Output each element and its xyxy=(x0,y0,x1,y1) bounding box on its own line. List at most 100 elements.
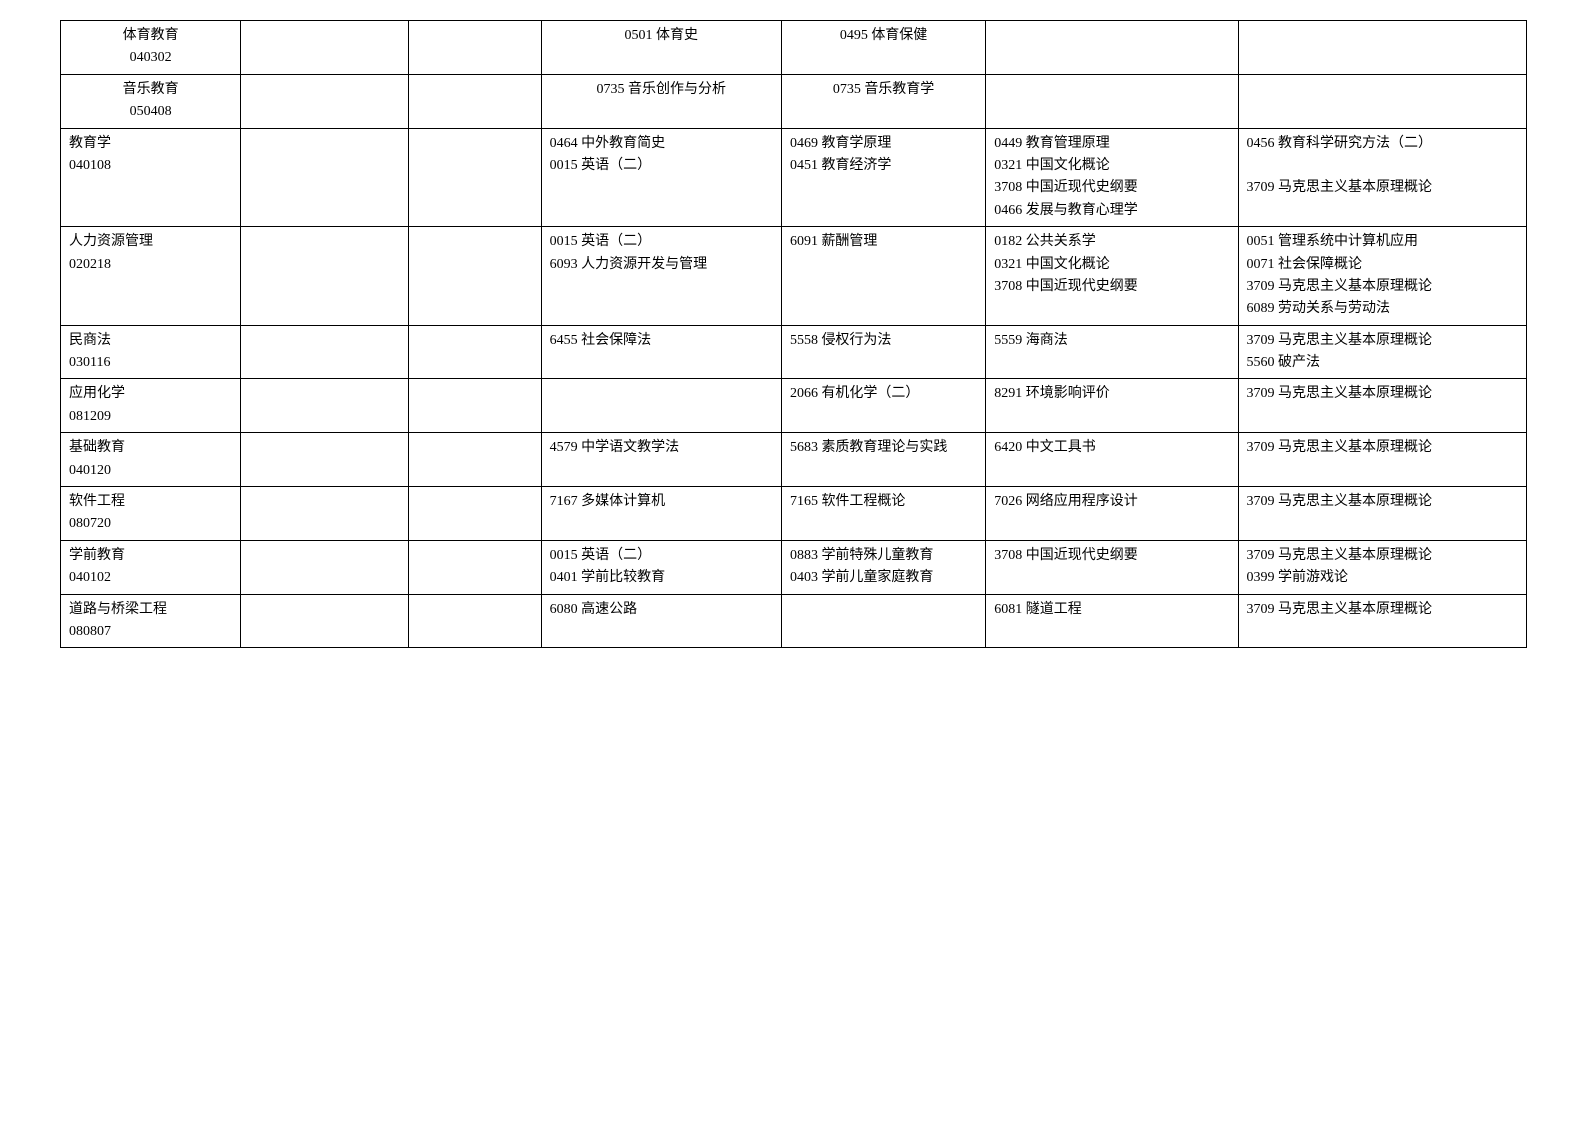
cell-c2 xyxy=(241,21,409,75)
cell-text: 081209 xyxy=(69,406,232,428)
cell-c3 xyxy=(409,594,541,648)
cell-text: 6091 薪酬管理 xyxy=(790,231,977,253)
cell-c1: 道路与桥梁工程080807 xyxy=(61,594,241,648)
cell-text: 030116 xyxy=(69,352,232,374)
cell-c6: 6081 隧道工程 xyxy=(986,594,1238,648)
cell-c2 xyxy=(241,540,409,594)
cell-c3 xyxy=(409,325,541,379)
cell-c6: 0182 公共关系学0321 中国文化概论3708 中国近现代史纲要 xyxy=(986,227,1238,326)
cell-c5: 5683 素质教育理论与实践 xyxy=(781,433,985,487)
table-row: 教育学040108 0464 中外教育简史0015 英语（二）0469 教育学原… xyxy=(61,128,1527,227)
cell-c4: 7167 多媒体计算机 xyxy=(541,487,781,541)
cell-c7: 0456 教育科学研究方法（二） 3709 马克思主义基本原理概论 xyxy=(1238,128,1526,227)
cell-c5: 0469 教育学原理0451 教育经济学 xyxy=(781,128,985,227)
cell-text: 080720 xyxy=(69,513,232,535)
cell-c5: 2066 有机化学（二） xyxy=(781,379,985,433)
table-row: 音乐教育050408 0735 音乐创作与分析 0735 音乐教育学 xyxy=(61,74,1527,128)
cell-c1: 体育教育040302 xyxy=(61,21,241,75)
cell-c5: 0735 音乐教育学 xyxy=(781,74,985,128)
cell-c1: 教育学040108 xyxy=(61,128,241,227)
cell-text: 0735 音乐教育学 xyxy=(790,79,977,101)
cell-text: 040120 xyxy=(69,460,232,482)
cell-text: 3709 马克思主义基本原理概论 xyxy=(1247,330,1518,352)
cell-c2 xyxy=(241,128,409,227)
cell-text: 民商法 xyxy=(69,330,232,352)
cell-text: 5559 海商法 xyxy=(994,330,1229,352)
table-row: 软件工程080720 7167 多媒体计算机 7165 软件工程概论 7026 网络… xyxy=(61,487,1527,541)
cell-text: 0015 英语（二） xyxy=(550,155,773,177)
cell-text: 0735 音乐创作与分析 xyxy=(550,79,773,101)
cell-text: 2066 有机化学（二） xyxy=(790,383,977,405)
cell-text: 音乐教育 xyxy=(69,79,232,101)
cell-c5 xyxy=(781,594,985,648)
cell-text: 3709 马克思主义基本原理概论 xyxy=(1247,437,1518,459)
cell-text: 0449 教育管理原理 xyxy=(994,133,1229,155)
cell-c2 xyxy=(241,487,409,541)
cell-text: 应用化学 xyxy=(69,383,232,405)
cell-text: 软件工程 xyxy=(69,491,232,513)
cell-text: 0883 学前特殊儿童教育 xyxy=(790,545,977,567)
cell-c3 xyxy=(409,227,541,326)
cell-c1: 基础教育040120 xyxy=(61,433,241,487)
cell-c6: 3708 中国近现代史纲要 xyxy=(986,540,1238,594)
cell-text xyxy=(1247,155,1518,177)
cell-c7 xyxy=(1238,21,1526,75)
cell-c7: 3709 马克思主义基本原理概论 xyxy=(1238,379,1526,433)
cell-text: 学前教育 xyxy=(69,545,232,567)
cell-text: 5560 破产法 xyxy=(1247,352,1518,374)
cell-c3 xyxy=(409,74,541,128)
table-row: 基础教育040120 4579 中学语文教学法5683 素质教育理论与实践642… xyxy=(61,433,1527,487)
cell-text: 3709 马克思主义基本原理概论 xyxy=(1247,383,1518,405)
cell-c2 xyxy=(241,594,409,648)
cell-text: 7165 软件工程概论 xyxy=(790,491,977,513)
cell-c5: 0883 学前特殊儿童教育0403 学前儿童家庭教育 xyxy=(781,540,985,594)
cell-text: 020218 xyxy=(69,254,232,276)
cell-text: 0071 社会保障概论 xyxy=(1247,254,1518,276)
cell-text: 6089 劳动关系与劳动法 xyxy=(1247,298,1518,320)
cell-text: 7026 网络应用程序设计 xyxy=(994,491,1229,513)
cell-c4: 0015 英语（二）0401 学前比较教育 xyxy=(541,540,781,594)
cell-text: 3709 马克思主义基本原理概论 xyxy=(1247,599,1518,621)
cell-text: 教育学 xyxy=(69,133,232,155)
cell-text: 6081 隧道工程 xyxy=(994,599,1229,621)
cell-text: 040302 xyxy=(69,47,232,69)
cell-text: 3709 马克思主义基本原理概论 xyxy=(1247,491,1518,513)
cell-c4: 0501 体育史 xyxy=(541,21,781,75)
table-row: 民商法030116 6455 社会保障法 5558 侵权行为法 5559 海商法 37… xyxy=(61,325,1527,379)
cell-text: 6093 人力资源开发与管理 xyxy=(550,254,773,276)
cell-c6: 8291 环境影响评价 xyxy=(986,379,1238,433)
cell-c1: 人力资源管理020218 xyxy=(61,227,241,326)
cell-text: 0321 中国文化概论 xyxy=(994,254,1229,276)
cell-c3 xyxy=(409,433,541,487)
cell-text: 5558 侵权行为法 xyxy=(790,330,977,352)
cell-text: 0451 教育经济学 xyxy=(790,155,977,177)
cell-text: 道路与桥梁工程 xyxy=(69,599,232,621)
cell-c5: 7165 软件工程概论 xyxy=(781,487,985,541)
table-row: 应用化学081209 2066 有机化学（二） 8291 环境影响评价 3709 马… xyxy=(61,379,1527,433)
cell-text: 0182 公共关系学 xyxy=(994,231,1229,253)
cell-c1: 软件工程080720 xyxy=(61,487,241,541)
table-row: 道路与桥梁工程080807 6080 高速公路 6081 隧道工程 3709 马克… xyxy=(61,594,1527,648)
cell-text: 6455 社会保障法 xyxy=(550,330,773,352)
cell-text: 5683 素质教育理论与实践 xyxy=(790,437,977,459)
cell-c4: 6080 高速公路 xyxy=(541,594,781,648)
cell-c1: 应用化学081209 xyxy=(61,379,241,433)
cell-text: 0456 教育科学研究方法（二） xyxy=(1247,133,1518,155)
cell-c2 xyxy=(241,227,409,326)
cell-c4: 0735 音乐创作与分析 xyxy=(541,74,781,128)
cell-text: 0321 中国文化概论 xyxy=(994,155,1229,177)
cell-c7: 3709 马克思主义基本原理概论0399 学前游戏论 xyxy=(1238,540,1526,594)
cell-c3 xyxy=(409,379,541,433)
cell-c4: 0015 英语（二）6093 人力资源开发与管理 xyxy=(541,227,781,326)
cell-text: 0501 体育史 xyxy=(550,25,773,47)
cell-text: 基础教育 xyxy=(69,437,232,459)
cell-c7 xyxy=(1238,74,1526,128)
cell-text: 0015 英语（二） xyxy=(550,231,773,253)
cell-c7: 3709 马克思主义基本原理概论 xyxy=(1238,433,1526,487)
course-schedule-table: 体育教育040302 0501 体育史0495 体育保健 音乐教育050408 … xyxy=(60,20,1527,648)
table-row: 人力资源管理020218 0015 英语（二）6093 人力资源开发与管理609… xyxy=(61,227,1527,326)
cell-c4 xyxy=(541,379,781,433)
cell-text: 0466 发展与教育心理学 xyxy=(994,200,1229,222)
cell-c2 xyxy=(241,379,409,433)
cell-text: 050408 xyxy=(69,101,232,123)
